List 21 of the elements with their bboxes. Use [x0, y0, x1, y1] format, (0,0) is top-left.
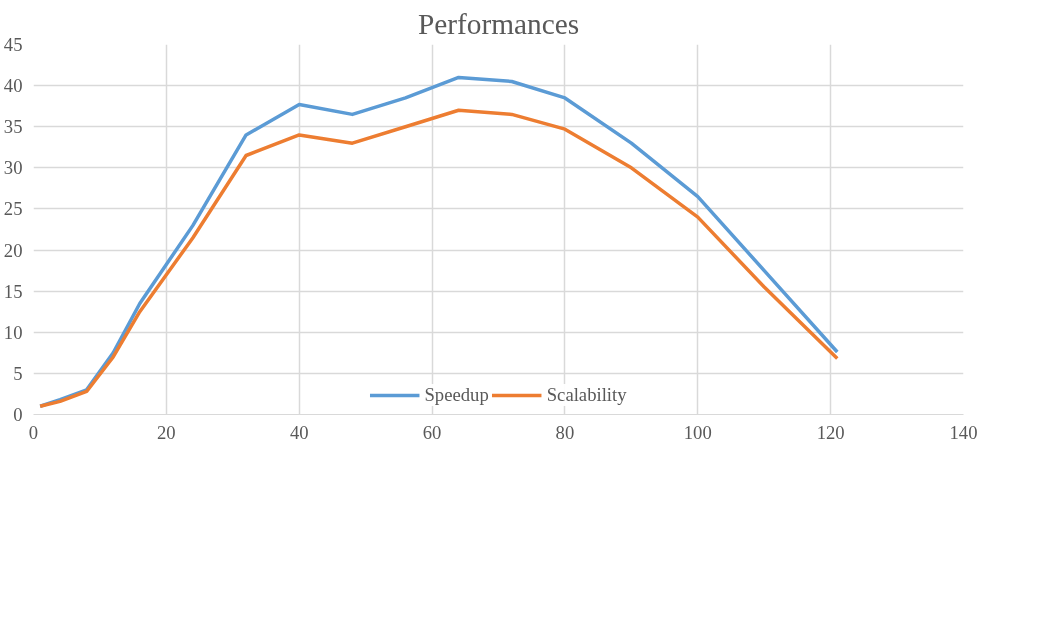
x-tick-label: 120	[816, 421, 845, 443]
y-tick-label: 35	[3, 116, 23, 138]
x-tick-label: 0	[28, 421, 39, 443]
x-tick-label: 140	[949, 421, 978, 443]
y-tick-label: 20	[3, 239, 23, 261]
legend-label: Scalability	[546, 384, 627, 406]
x-tick-label: 100	[683, 421, 712, 443]
y-tick-label: 0	[13, 404, 23, 425]
x-tick-label: 60	[422, 421, 442, 443]
y-tick-label: 5	[13, 362, 23, 384]
y-tick-label: 10	[3, 321, 23, 343]
y-tick-label: 45	[3, 34, 23, 55]
y-tick-label: 30	[3, 157, 23, 179]
y-tick-label: 25	[3, 198, 23, 220]
legend-label: Speedup	[424, 384, 489, 406]
y-tick-label: 40	[3, 75, 23, 97]
x-tick-label: 80	[555, 421, 575, 443]
x-tick-label: 40	[289, 421, 309, 443]
x-tick-label: 20	[157, 421, 176, 443]
chart-title: Performances	[417, 7, 580, 40]
y-tick-label: 15	[3, 280, 23, 302]
